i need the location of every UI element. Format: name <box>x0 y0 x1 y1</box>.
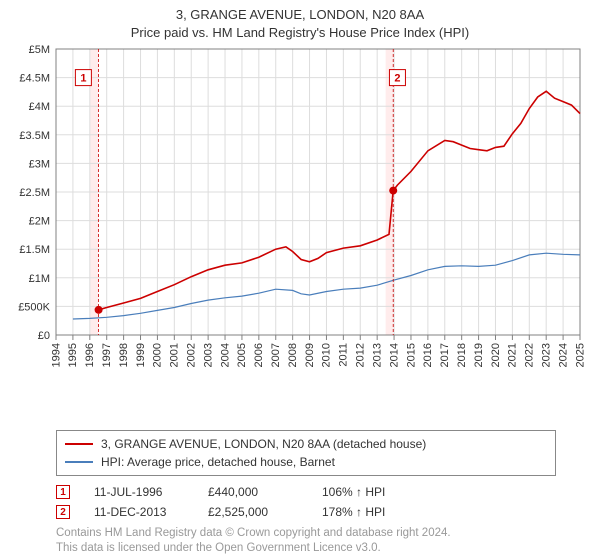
svg-text:2023: 2023 <box>540 343 552 367</box>
svg-text:2010: 2010 <box>321 343 333 367</box>
svg-text:2020: 2020 <box>490 343 502 367</box>
svg-text:1997: 1997 <box>101 343 113 367</box>
svg-text:2012: 2012 <box>355 343 367 367</box>
svg-text:2025: 2025 <box>574 343 586 367</box>
svg-text:1998: 1998 <box>118 343 130 367</box>
marker-badge: 2 <box>56 505 70 519</box>
svg-text:2022: 2022 <box>524 343 536 367</box>
svg-text:2013: 2013 <box>371 343 383 367</box>
svg-text:1999: 1999 <box>135 343 147 367</box>
chart: £0 £500K £1M £1.5M £2M £2.5M £3M £3.5M £4M £4.5M £… <box>8 45 592 424</box>
marker-table: 1 11-JUL-1996 £440,000 106% ↑ HPI 2 11-D… <box>56 482 592 522</box>
legend-label: 3, GRANGE AVENUE, LONDON, N20 8AA (detac… <box>101 437 426 451</box>
svg-text:£0: £0 <box>38 330 50 342</box>
svg-text:2: 2 <box>394 73 400 85</box>
svg-text:£2M: £2M <box>29 216 50 228</box>
svg-text:£3.5M: £3.5M <box>19 130 50 142</box>
svg-text:2016: 2016 <box>422 343 434 367</box>
svg-text:1994: 1994 <box>50 343 62 367</box>
svg-text:1996: 1996 <box>84 343 96 367</box>
svg-text:£2.5M: £2.5M <box>19 187 50 199</box>
svg-text:2014: 2014 <box>388 343 400 367</box>
marker-row: 1 11-JUL-1996 £440,000 106% ↑ HPI <box>56 482 592 502</box>
svg-text:£3M: £3M <box>29 158 50 170</box>
svg-text:2008: 2008 <box>287 343 299 367</box>
svg-text:2021: 2021 <box>507 343 519 367</box>
svg-text:2011: 2011 <box>338 343 350 367</box>
legend: 3, GRANGE AVENUE, LONDON, N20 8AA (detac… <box>56 430 556 476</box>
svg-text:2009: 2009 <box>304 343 316 367</box>
marker-row: 2 11-DEC-2013 £2,525,000 178% ↑ HPI <box>56 502 592 522</box>
svg-text:£1.5M: £1.5M <box>19 244 50 256</box>
svg-text:2015: 2015 <box>405 343 417 367</box>
chart-subtitle: Price paid vs. HM Land Registry's House … <box>8 24 592 42</box>
svg-text:2024: 2024 <box>557 343 569 367</box>
svg-text:2007: 2007 <box>270 343 282 367</box>
svg-text:2019: 2019 <box>473 343 485 367</box>
legend-item: HPI: Average price, detached house, Barn… <box>65 453 547 471</box>
marker-pct: 178% ↑ HPI <box>322 505 412 519</box>
attribution-line: This data is licensed under the Open Gov… <box>56 541 592 556</box>
marker-date: 11-JUL-1996 <box>94 485 184 499</box>
svg-text:2006: 2006 <box>253 343 265 367</box>
attribution-line: Contains HM Land Registry data © Crown c… <box>56 526 592 541</box>
marker-date: 11-DEC-2013 <box>94 505 184 519</box>
legend-label: HPI: Average price, detached house, Barn… <box>101 455 335 469</box>
legend-swatch <box>65 443 93 445</box>
svg-text:2000: 2000 <box>152 343 164 367</box>
marker-price: £2,525,000 <box>208 505 298 519</box>
svg-text:2004: 2004 <box>219 343 231 367</box>
legend-swatch <box>65 461 93 463</box>
svg-text:£4.5M: £4.5M <box>19 73 50 85</box>
attribution: Contains HM Land Registry data © Crown c… <box>56 526 592 556</box>
svg-text:2018: 2018 <box>456 343 468 367</box>
svg-text:£5M: £5M <box>29 45 50 56</box>
svg-text:2002: 2002 <box>186 343 198 367</box>
svg-text:£1M: £1M <box>29 273 50 285</box>
svg-text:2005: 2005 <box>236 343 248 367</box>
legend-item: 3, GRANGE AVENUE, LONDON, N20 8AA (detac… <box>65 435 547 453</box>
svg-text:£500K: £500K <box>18 301 50 313</box>
marker-badge: 1 <box>56 485 70 499</box>
svg-text:£4M: £4M <box>29 101 50 113</box>
svg-text:2017: 2017 <box>439 343 451 367</box>
svg-text:1995: 1995 <box>67 343 79 367</box>
svg-text:1: 1 <box>80 73 86 85</box>
chart-title: 3, GRANGE AVENUE, LONDON, N20 8AA <box>8 6 592 24</box>
marker-pct: 106% ↑ HPI <box>322 485 412 499</box>
marker-price: £440,000 <box>208 485 298 499</box>
svg-text:2001: 2001 <box>169 343 181 367</box>
svg-text:2003: 2003 <box>202 343 214 367</box>
